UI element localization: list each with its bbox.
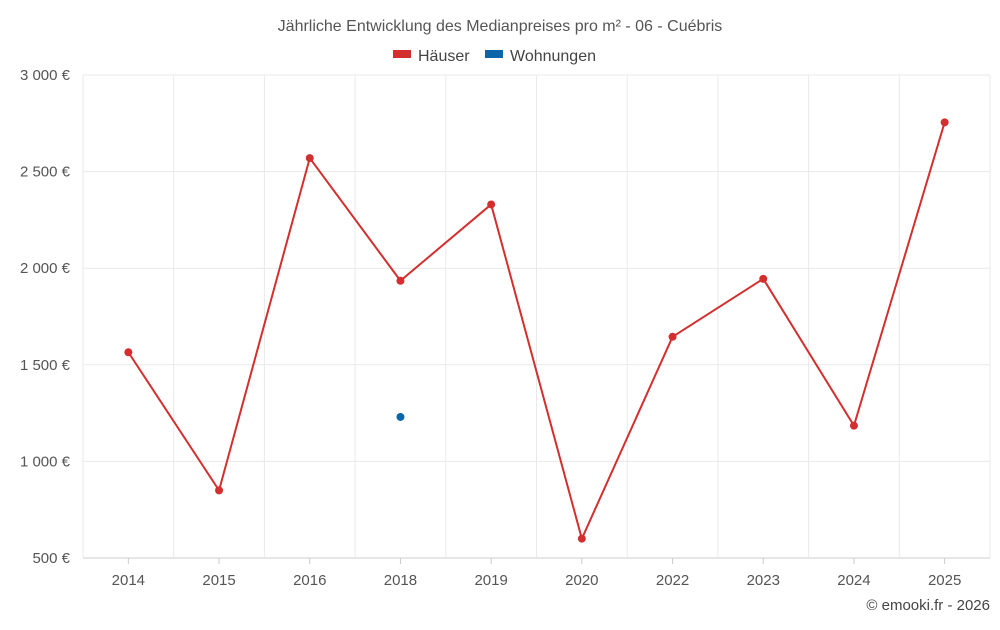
series-line-haeuser (127, 122, 946, 540)
y-tick-label: 2 500 € (20, 164, 71, 181)
data-point-haeuser[interactable] (124, 348, 133, 357)
x-tick-label: 2020 (565, 572, 598, 589)
data-point-haeuser[interactable] (215, 486, 224, 495)
data-point-haeuser[interactable] (759, 274, 768, 283)
x-tick-label: 2022 (656, 572, 689, 589)
legend-swatch-wohnungen[interactable] (485, 50, 503, 58)
x-tick-label: 2014 (112, 572, 145, 589)
y-tick-label: 1 000 € (20, 453, 71, 470)
y-axis-labels: 500 € 1 000 € 1 500 € 2 000 € 2 500 € 3 000 € (20, 67, 71, 567)
x-tick-label: 2016 (293, 572, 326, 589)
data-point-haeuser[interactable] (487, 200, 496, 209)
gridlines (82, 74, 991, 559)
credit-text: © emooki.fr - 2026 (866, 597, 990, 614)
x-tick-label: 2015 (202, 572, 235, 589)
data-point-haeuser[interactable] (849, 421, 858, 430)
y-tick-label: 3 000 € (20, 67, 71, 84)
y-tick-label: 2 000 € (20, 260, 71, 277)
data-point-wohnungen[interactable] (396, 412, 405, 421)
series-lines (127, 122, 946, 540)
x-tick-label: 2018 (384, 572, 417, 589)
legend: Häuser Wohnungen (393, 48, 596, 65)
y-tick-label: 1 500 € (20, 357, 71, 374)
series-points (124, 118, 949, 543)
legend-label-haeuser[interactable]: Häuser (418, 48, 470, 65)
x-tick-label: 2025 (928, 572, 961, 589)
legend-label-wohnungen[interactable]: Wohnungen (510, 48, 596, 65)
data-point-haeuser[interactable] (940, 118, 949, 127)
legend-swatch-haeuser[interactable] (393, 50, 411, 58)
x-tick-label: 2023 (747, 572, 780, 589)
data-point-haeuser[interactable] (577, 534, 586, 543)
chart-title: Jährliche Entwicklung des Medianpreises … (278, 18, 723, 35)
y-tick-label: 500 € (32, 550, 70, 567)
data-point-haeuser[interactable] (396, 276, 405, 285)
data-point-haeuser[interactable] (668, 332, 677, 341)
x-axis-labels: 2014 2015 2016 2018 2019 2020 2022 2023 2024 2025 (112, 558, 961, 589)
data-point-haeuser[interactable] (305, 154, 314, 163)
x-tick-label: 2019 (474, 572, 507, 589)
x-tick-label: 2024 (837, 572, 870, 589)
